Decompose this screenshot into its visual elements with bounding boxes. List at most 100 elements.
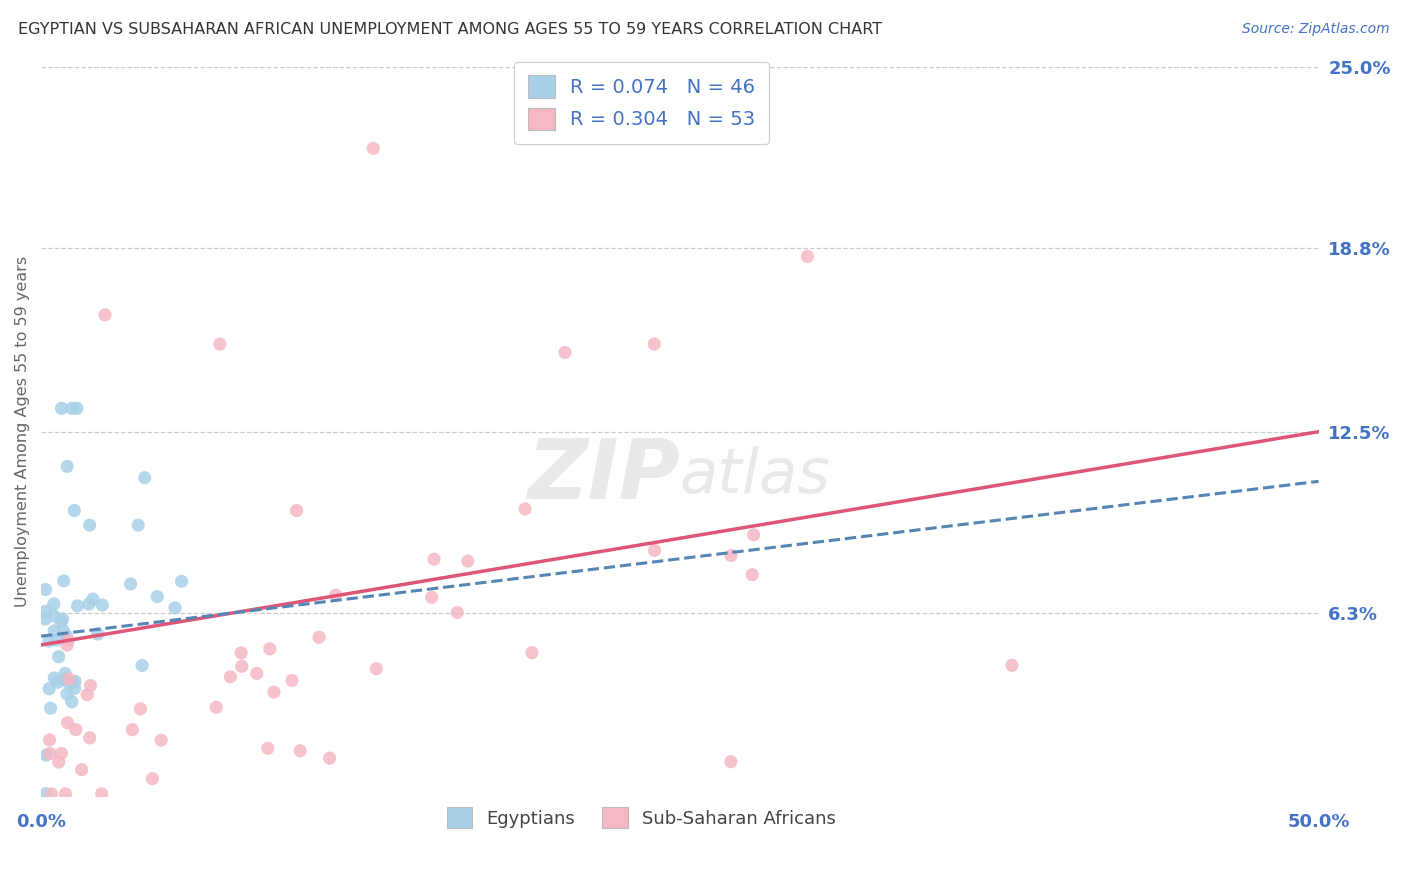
Point	[308, 630, 330, 644]
Point	[90, 787, 112, 801]
Point	[205, 700, 228, 714]
Point	[163, 601, 186, 615]
Point	[219, 670, 242, 684]
Legend: Egyptians, Sub-Saharan Africans: Egyptians, Sub-Saharan Africans	[440, 800, 844, 835]
Point	[35, 748, 58, 763]
Point	[38, 634, 60, 648]
Point	[208, 337, 231, 351]
Point	[446, 606, 468, 620]
Point	[76, 688, 98, 702]
Point	[63, 681, 86, 696]
Point	[246, 666, 269, 681]
Point	[741, 567, 763, 582]
Point	[70, 763, 93, 777]
Point	[44, 671, 66, 685]
Point	[51, 401, 73, 416]
Point	[1001, 658, 1024, 673]
Point	[56, 459, 79, 474]
Point	[457, 554, 479, 568]
Point	[55, 629, 77, 643]
Point	[720, 549, 742, 563]
Point	[742, 528, 765, 542]
Point	[60, 401, 83, 416]
Point	[34, 612, 56, 626]
Point	[121, 723, 143, 737]
Point	[65, 723, 87, 737]
Point	[39, 747, 62, 761]
Point	[290, 744, 312, 758]
Point	[150, 733, 173, 747]
Point	[56, 715, 79, 730]
Point	[34, 787, 56, 801]
Point	[60, 695, 83, 709]
Text: Source: ZipAtlas.com: Source: ZipAtlas.com	[1241, 22, 1389, 37]
Point	[120, 577, 142, 591]
Text: ZIP: ZIP	[527, 435, 681, 516]
Point	[77, 597, 100, 611]
Point	[420, 591, 443, 605]
Point	[91, 598, 114, 612]
Point	[66, 599, 89, 613]
Point	[146, 590, 169, 604]
Point	[53, 673, 76, 687]
Point	[318, 751, 340, 765]
Point	[259, 641, 281, 656]
Point	[127, 518, 149, 533]
Point	[86, 627, 108, 641]
Point	[281, 673, 304, 688]
Point	[42, 624, 65, 638]
Point	[53, 666, 76, 681]
Point	[60, 675, 83, 690]
Point	[58, 676, 80, 690]
Point	[231, 659, 253, 673]
Point	[643, 337, 665, 351]
Point	[94, 308, 117, 322]
Point	[231, 646, 253, 660]
Point	[134, 471, 156, 485]
Point	[325, 588, 347, 602]
Point	[79, 731, 101, 745]
Point	[131, 658, 153, 673]
Point	[513, 502, 536, 516]
Point	[38, 732, 60, 747]
Point	[79, 678, 101, 692]
Point	[52, 612, 75, 626]
Point	[82, 592, 104, 607]
Point	[79, 518, 101, 533]
Point	[366, 662, 388, 676]
Point	[49, 615, 72, 629]
Point	[129, 702, 152, 716]
Y-axis label: Unemployment Among Ages 55 to 59 years: Unemployment Among Ages 55 to 59 years	[15, 256, 30, 607]
Point	[44, 609, 66, 624]
Point	[263, 685, 285, 699]
Point	[58, 672, 80, 686]
Point	[34, 582, 56, 597]
Point	[51, 747, 73, 761]
Point	[796, 249, 818, 263]
Point	[170, 574, 193, 589]
Point	[256, 741, 278, 756]
Point	[285, 503, 308, 517]
Point	[56, 638, 79, 652]
Point	[55, 787, 77, 801]
Point	[720, 755, 742, 769]
Point	[554, 345, 576, 359]
Point	[66, 401, 89, 416]
Text: atlas: atlas	[681, 445, 831, 506]
Point	[361, 141, 384, 155]
Point	[48, 755, 70, 769]
Point	[52, 574, 75, 588]
Point	[45, 633, 67, 648]
Point	[56, 633, 79, 648]
Point	[520, 646, 543, 660]
Point	[38, 681, 60, 696]
Text: EGYPTIAN VS SUBSAHARAN AFRICAN UNEMPLOYMENT AMONG AGES 55 TO 59 YEARS CORRELATIO: EGYPTIAN VS SUBSAHARAN AFRICAN UNEMPLOYM…	[18, 22, 883, 37]
Point	[48, 649, 70, 664]
Point	[52, 624, 75, 638]
Point	[63, 503, 86, 517]
Point	[141, 772, 163, 786]
Point	[46, 675, 69, 690]
Point	[56, 687, 79, 701]
Point	[423, 552, 446, 566]
Point	[39, 701, 62, 715]
